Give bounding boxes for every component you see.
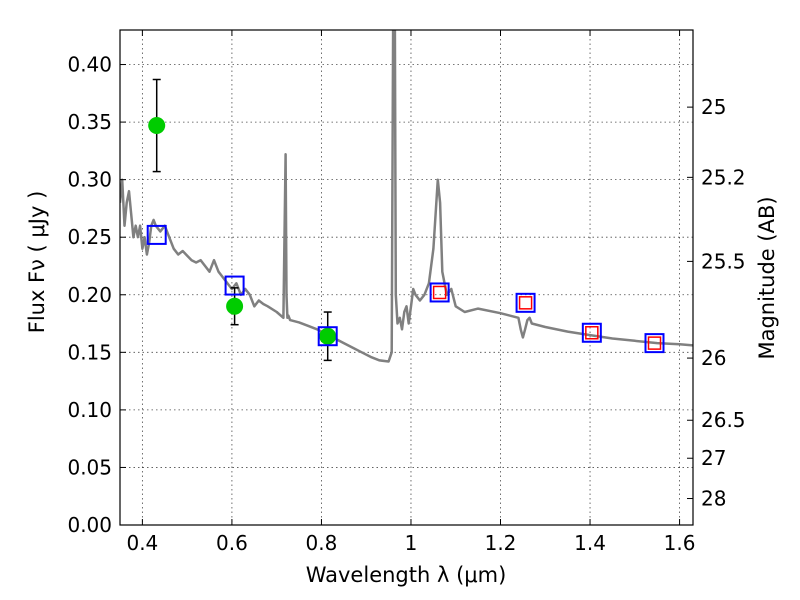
right-tick-label: 26 (701, 346, 726, 370)
observed-flux-points (148, 117, 337, 345)
right-tick-label: 25.5 (701, 249, 746, 273)
model-photometry-square (317, 326, 338, 347)
right-tick-label: 26.5 (701, 408, 746, 432)
y-tick-label: 0.05 (67, 455, 112, 479)
model-photometry-squares (146, 224, 665, 354)
plot-frame (119, 29, 694, 526)
x-axis-label: Wavelength λ (μm) (306, 563, 507, 587)
right-magnitude-axis-ticks: 25 25.2 25.5 26 26.5 27 28 (687, 95, 746, 511)
x-tick-label: 1.6 (664, 531, 696, 555)
nir-photometry-square (585, 326, 599, 340)
observed-point (319, 327, 337, 345)
x-tick-label: 1 (405, 531, 418, 555)
y-tick-label: 0.25 (67, 225, 112, 249)
x-axis-ticks: 0.4 0.6 0.8 1 1.2 1.4 1.6 (126, 30, 695, 555)
y-axis-label: Flux Fν ( μJy ) (25, 191, 49, 334)
right-tick-label: 25.2 (701, 165, 746, 189)
x-tick-label: 1.2 (485, 531, 517, 555)
observed-point (148, 117, 166, 135)
y-tick-label: 0.10 (67, 398, 112, 422)
grid-lines (120, 30, 693, 525)
y-tick-label: 0.35 (67, 110, 112, 134)
model-spectrum (120, 30, 693, 363)
y-axis-ticks: 0.00 0.05 0.10 0.15 0.20 0.25 0.30 0.35 0.40 (67, 53, 126, 537)
error-bars (152, 78, 332, 362)
model-photometry-square (224, 275, 245, 296)
y-tick-label: 0.30 (67, 168, 112, 192)
nir-photometry-square (518, 296, 533, 310)
nir-photometry-square (647, 336, 662, 350)
x-tick-label: 0.4 (126, 531, 158, 555)
x-tick-label: 0.8 (306, 531, 338, 555)
model-photometry-square (146, 224, 167, 245)
nir-photometry-squares (432, 285, 662, 350)
model-photometry-square (581, 322, 602, 343)
y-tick-label: 0.20 (67, 283, 112, 307)
right-tick-label: 27 (701, 446, 726, 470)
y-tick-label: 0.15 (67, 340, 112, 364)
nir-photometry-square (432, 285, 447, 300)
model-photometry-square (515, 292, 536, 313)
x-tick-label: 1.4 (574, 531, 606, 555)
y-tick-label: 0.40 (67, 53, 112, 77)
right-tick-label: 28 (701, 487, 726, 511)
model-photometry-square (644, 333, 665, 354)
observed-point (226, 297, 244, 315)
y-tick-label: 0.00 (67, 513, 112, 537)
right-axis-label: Magnitude (AB) (755, 196, 779, 359)
model-photometry-square (429, 282, 450, 303)
x-tick-label: 0.6 (216, 531, 248, 555)
right-tick-label: 25 (701, 95, 726, 119)
spectrum-line (120, 30, 693, 363)
